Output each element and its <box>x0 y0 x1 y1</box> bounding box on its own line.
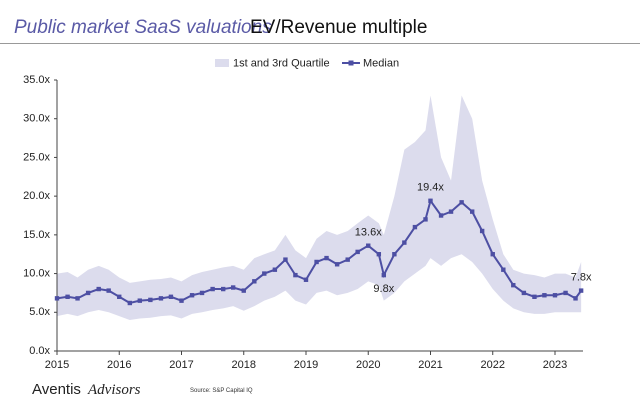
median-marker <box>459 200 464 205</box>
median-marker <box>573 296 578 301</box>
chart-title: Public market SaaS valuations <box>14 17 272 38</box>
y-tick-label: 15.0x <box>23 229 50 241</box>
x-tick-label: 2019 <box>294 359 318 371</box>
median-marker <box>479 228 485 234</box>
median-marker <box>423 217 428 222</box>
median-marker <box>189 293 195 298</box>
median-marker <box>490 252 495 257</box>
median-marker <box>168 294 174 299</box>
quartile-band <box>57 95 582 321</box>
median-marker <box>54 296 60 301</box>
median-marker <box>272 267 278 272</box>
median-marker <box>210 286 215 292</box>
median-marker <box>303 277 309 282</box>
median-marker <box>117 294 122 299</box>
median-marker <box>521 290 527 296</box>
y-tick-label: 25.0x <box>23 151 50 163</box>
y-tick-label: 10.0x <box>23 267 50 279</box>
median-marker <box>96 286 101 292</box>
median-marker <box>366 243 371 248</box>
median-marker <box>137 298 142 303</box>
median-marker <box>293 272 298 278</box>
y-tick-label: 35.0x <box>23 74 50 86</box>
median-marker <box>428 198 433 203</box>
median-marker <box>532 294 537 299</box>
median-marker <box>283 257 288 262</box>
median-marker <box>542 293 547 298</box>
chart-subtitle: EV/Revenue multiple <box>250 17 427 38</box>
x-tick-label: 2022 <box>480 359 504 371</box>
median-marker <box>106 288 111 293</box>
median-marker <box>563 290 568 296</box>
median-marker <box>412 224 418 230</box>
median-marker <box>75 296 80 301</box>
median-marker <box>148 297 153 303</box>
median-marker <box>376 252 382 257</box>
value-label: 9.8x <box>373 283 394 295</box>
median-marker <box>199 290 205 296</box>
x-tick-label: 2020 <box>356 359 380 371</box>
median-marker <box>65 294 70 299</box>
median-marker <box>355 249 360 255</box>
y-tick-label: 20.0x <box>23 190 50 202</box>
median-marker <box>179 298 184 303</box>
value-label: 13.6x <box>355 227 382 239</box>
value-label: 19.4x <box>417 182 444 194</box>
brand-suffix: Advisors <box>87 382 141 398</box>
median-marker <box>230 285 236 290</box>
x-tick-label: 2017 <box>169 359 193 371</box>
median-marker <box>402 240 407 245</box>
legend-label: Median <box>363 57 399 69</box>
median-marker <box>314 259 319 265</box>
median-marker <box>158 296 164 301</box>
x-tick-label: 2015 <box>45 359 69 371</box>
legend-marker <box>348 60 354 66</box>
median-marker <box>469 209 475 214</box>
median-marker <box>381 272 387 278</box>
median-marker <box>345 257 350 262</box>
source-note: Source: S&P Capital IQ <box>190 388 253 394</box>
legend-swatch <box>215 59 229 67</box>
y-tick-label: 0.0x <box>29 345 50 357</box>
median-marker <box>334 262 340 267</box>
x-tick-label: 2021 <box>418 359 442 371</box>
median-marker <box>252 279 257 284</box>
x-tick-label: 2018 <box>232 359 256 371</box>
median-marker <box>241 288 246 293</box>
median-marker <box>85 290 91 296</box>
median-marker <box>448 209 454 214</box>
x-tick-label: 2016 <box>107 359 131 371</box>
y-tick-label: 5.0x <box>29 306 50 318</box>
value-label: 7.8x <box>571 272 592 284</box>
median-marker <box>511 282 516 288</box>
median-marker <box>578 288 584 293</box>
y-tick-label: 30.0x <box>23 113 50 125</box>
median-marker <box>324 255 329 261</box>
median-marker <box>127 300 133 306</box>
median-marker <box>501 267 506 272</box>
brand-name: Aventis <box>32 381 81 398</box>
median-marker <box>262 271 267 276</box>
median-marker <box>552 293 558 298</box>
median-marker <box>392 252 397 257</box>
median-marker <box>438 213 444 218</box>
median-marker <box>221 286 226 292</box>
x-tick-label: 2023 <box>543 359 567 371</box>
legend-label: 1st and 3rd Quartile <box>233 57 330 69</box>
